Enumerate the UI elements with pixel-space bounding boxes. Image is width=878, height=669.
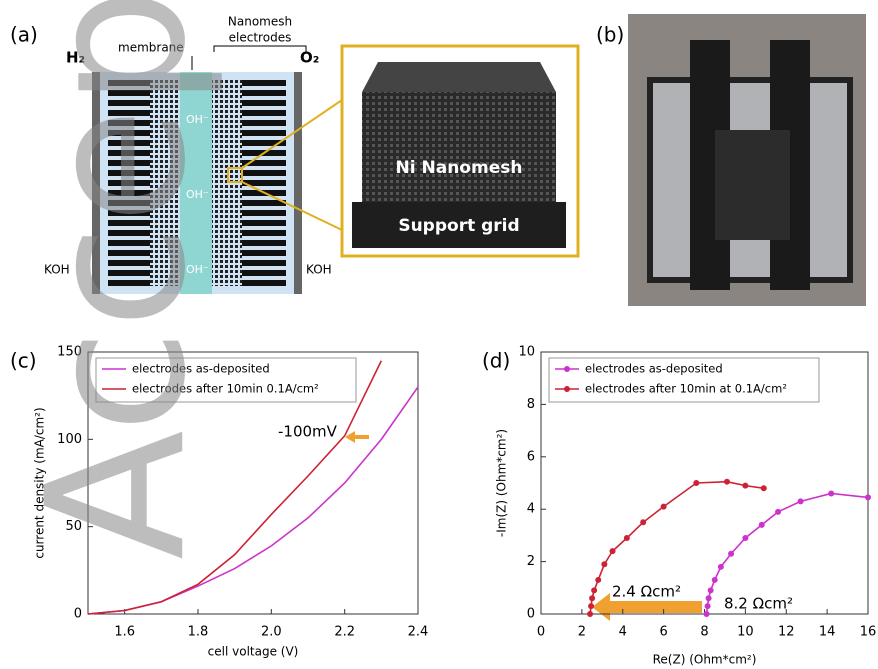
y-tick-label: 2 (527, 554, 535, 569)
figure: (a) H₂ membrane Nanomesh electrodes O₂ O… (0, 0, 878, 669)
y-tick-label: 4 (527, 502, 535, 517)
x-tick-label: 2.2 (334, 625, 355, 640)
point (601, 561, 607, 567)
point (705, 603, 711, 609)
point (588, 603, 594, 609)
bracket (214, 46, 306, 52)
x-tick-label: 6 (659, 625, 667, 640)
electrodes-label: Nanomesh (228, 15, 292, 29)
watermark: Accepte (6, 0, 227, 560)
point (693, 480, 699, 486)
x-tick-label: 2.0 (261, 625, 282, 640)
y-tick-label: 0 (74, 607, 82, 622)
o2-label: O₂ (300, 49, 319, 67)
y-tick-label: 8 (527, 397, 535, 412)
panel-label: (b) (596, 23, 624, 47)
point (728, 551, 734, 557)
point (591, 587, 597, 593)
x-tick-label: 2.4 (408, 625, 429, 640)
x-axis-label: Re(Z) (Ohm*cm²) (653, 653, 757, 667)
koh-label: KOH (306, 263, 332, 277)
cube-front (362, 92, 556, 204)
x-tick-label: 4 (619, 625, 627, 640)
photo-cell (715, 130, 790, 240)
cube-top (362, 62, 556, 92)
annotation: -100mV (278, 423, 338, 441)
point (775, 509, 781, 515)
legend-label: electrodes after 10min at 0.1A/cm² (585, 382, 787, 396)
y-tick-label: 0 (527, 607, 535, 622)
point (712, 577, 718, 583)
x-tick-label: 16 (860, 625, 877, 640)
point (742, 483, 748, 489)
x-axis-label: cell voltage (V) (208, 645, 299, 659)
point (724, 479, 730, 485)
point (640, 519, 646, 525)
x-tick-label: 12 (778, 625, 795, 640)
electrodes-label: electrodes (229, 31, 292, 45)
annotation: 2.4 Ωcm² (612, 583, 681, 601)
point (798, 498, 804, 504)
point (595, 577, 601, 583)
annotation: 8.2 Ωcm² (724, 595, 793, 613)
point (589, 595, 595, 601)
inset-label: Support grid (398, 216, 519, 236)
x-tick-label: 10 (737, 625, 754, 640)
inset-label: Ni Nanomesh (396, 158, 523, 178)
x-tick-label: 2 (578, 625, 586, 640)
y-axis-label: -Im(Z) (Ohm*cm²) (495, 429, 509, 537)
x-tick-label: 14 (819, 625, 836, 640)
point (742, 535, 748, 541)
point (661, 504, 667, 510)
x-tick-label: 1.6 (114, 625, 135, 640)
point (587, 611, 593, 617)
legend-marker (564, 386, 570, 392)
legend-label: electrodes as-deposited (585, 362, 723, 376)
panel-label: (d) (482, 349, 510, 373)
y-tick-label: 10 (518, 345, 535, 360)
point (704, 611, 710, 617)
point (610, 548, 616, 554)
y-tick-label: 6 (527, 449, 535, 464)
point (761, 485, 767, 491)
point (706, 595, 712, 601)
point (708, 587, 714, 593)
point (828, 490, 834, 496)
x-tick-label: 8 (700, 625, 708, 640)
x-tick-label: 0 (537, 625, 545, 640)
point (624, 535, 630, 541)
x-tick-label: 1.8 (188, 625, 209, 640)
point (865, 494, 871, 500)
shift-arrow (345, 431, 369, 443)
comb-right (242, 80, 286, 286)
legend-marker (564, 366, 570, 372)
point (759, 522, 765, 528)
point (718, 564, 724, 570)
